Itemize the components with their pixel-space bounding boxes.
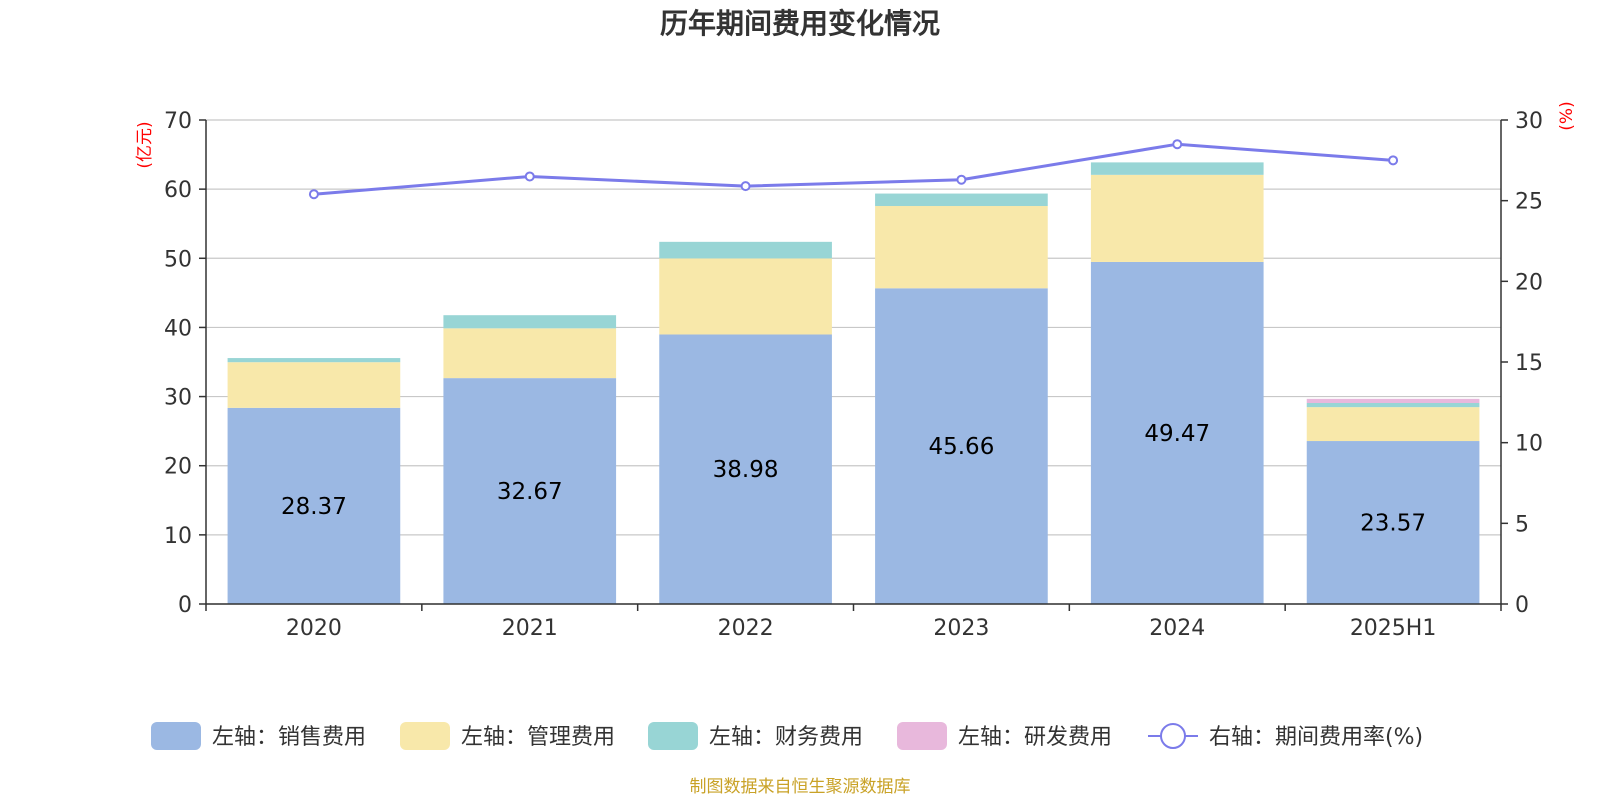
x-tick-label: 2023 — [933, 616, 989, 641]
rate-point — [524, 171, 535, 182]
bar-segment — [875, 206, 1048, 289]
left-tick-label: 0 — [178, 593, 192, 618]
right-tick-label: 15 — [1515, 351, 1543, 376]
bar-segment — [1306, 441, 1480, 604]
bar-segment — [659, 258, 832, 335]
bar-segment — [443, 378, 617, 604]
rate-line-layer — [308, 139, 1399, 200]
left-tick-label: 30 — [164, 386, 192, 411]
bar-value-label: 28.37 — [281, 494, 347, 520]
bars — [227, 162, 1480, 604]
bar-segment — [227, 362, 401, 408]
bar-segment — [1090, 261, 1264, 604]
legend-swatch — [151, 722, 201, 750]
left-tick-label: 50 — [164, 247, 192, 272]
left-tick-label: 40 — [164, 316, 192, 341]
bar-labels: 28.37 32.67 38.98 45.66 49.47 23.57 — [281, 421, 1426, 537]
rate-line — [313, 142, 1394, 196]
right-tick-label: 0 — [1515, 593, 1529, 618]
bar-segment — [1306, 407, 1480, 442]
right-tick-label: 5 — [1515, 512, 1529, 537]
x-tick-label: 2022 — [718, 616, 774, 641]
legend-label: 左轴：财务费用 — [709, 725, 863, 750]
legend-label: 左轴：销售费用 — [212, 725, 366, 750]
source-note: 制图数据来自恒生聚源数据库 — [690, 777, 911, 797]
right-tick-label: 30 — [1515, 109, 1543, 134]
bar-segment — [443, 328, 617, 379]
axes: 0 10 20 30 40 50 60 70 0 5 10 15 20 25 30 2020 2021 2022 2… — [164, 109, 1543, 641]
bar-segment — [1090, 174, 1264, 262]
bar-segment — [875, 193, 1048, 207]
left-axis-unit: (亿元) — [135, 121, 155, 168]
x-tick-label: 2020 — [286, 616, 342, 641]
x-tick-label: 2021 — [502, 616, 558, 641]
left-tick-label: 70 — [164, 109, 192, 134]
right-tick-label: 10 — [1515, 432, 1543, 457]
chart-title: 历年期间费用变化情况 — [660, 7, 940, 40]
legend[interactable]: 左轴：销售费用 左轴：管理费用 左轴：财务费用 左轴：研发费用 右轴：期间费用率(%) — [151, 722, 1423, 750]
legend-line-marker — [1160, 723, 1186, 749]
bar-value-label: 32.67 — [497, 479, 563, 505]
left-tick-label: 10 — [164, 524, 192, 549]
bar-value-label: 23.57 — [1360, 511, 1426, 537]
bar-segment — [1306, 398, 1480, 404]
legend-swatch — [648, 722, 698, 750]
legend-label: 左轴：管理费用 — [461, 725, 615, 750]
bar-value-label: 45.66 — [928, 434, 994, 460]
bar-segment — [227, 358, 401, 363]
x-tick-label: 2025H1 — [1350, 616, 1437, 641]
legend-label: 右轴：期间费用率(%) — [1209, 725, 1423, 750]
left-tick-label: 60 — [164, 178, 192, 203]
left-tick-label: 20 — [164, 455, 192, 480]
rate-point — [308, 189, 319, 200]
rate-point — [956, 174, 967, 185]
bar-segment — [1306, 403, 1480, 408]
bar-segment — [659, 334, 832, 604]
bar-segment — [1090, 162, 1264, 175]
legend-swatch — [897, 722, 947, 750]
bar-segment — [443, 315, 617, 329]
rate-point — [1388, 155, 1399, 166]
x-tick-label: 2024 — [1149, 616, 1205, 641]
right-axis-unit: (%) — [1557, 101, 1577, 130]
right-tick-label: 25 — [1515, 190, 1543, 215]
right-tick-label: 20 — [1515, 270, 1543, 295]
rate-point — [740, 181, 751, 192]
bar-value-label: 49.47 — [1144, 421, 1210, 447]
legend-label: 左轴：研发费用 — [958, 725, 1112, 750]
bar-segment — [659, 241, 832, 259]
bar-segment — [875, 288, 1048, 604]
bar-value-label: 38.98 — [713, 457, 779, 483]
gridlines — [206, 119, 1501, 605]
rate-point — [1172, 139, 1183, 150]
bar-segment — [227, 407, 401, 604]
legend-swatch — [400, 722, 450, 750]
